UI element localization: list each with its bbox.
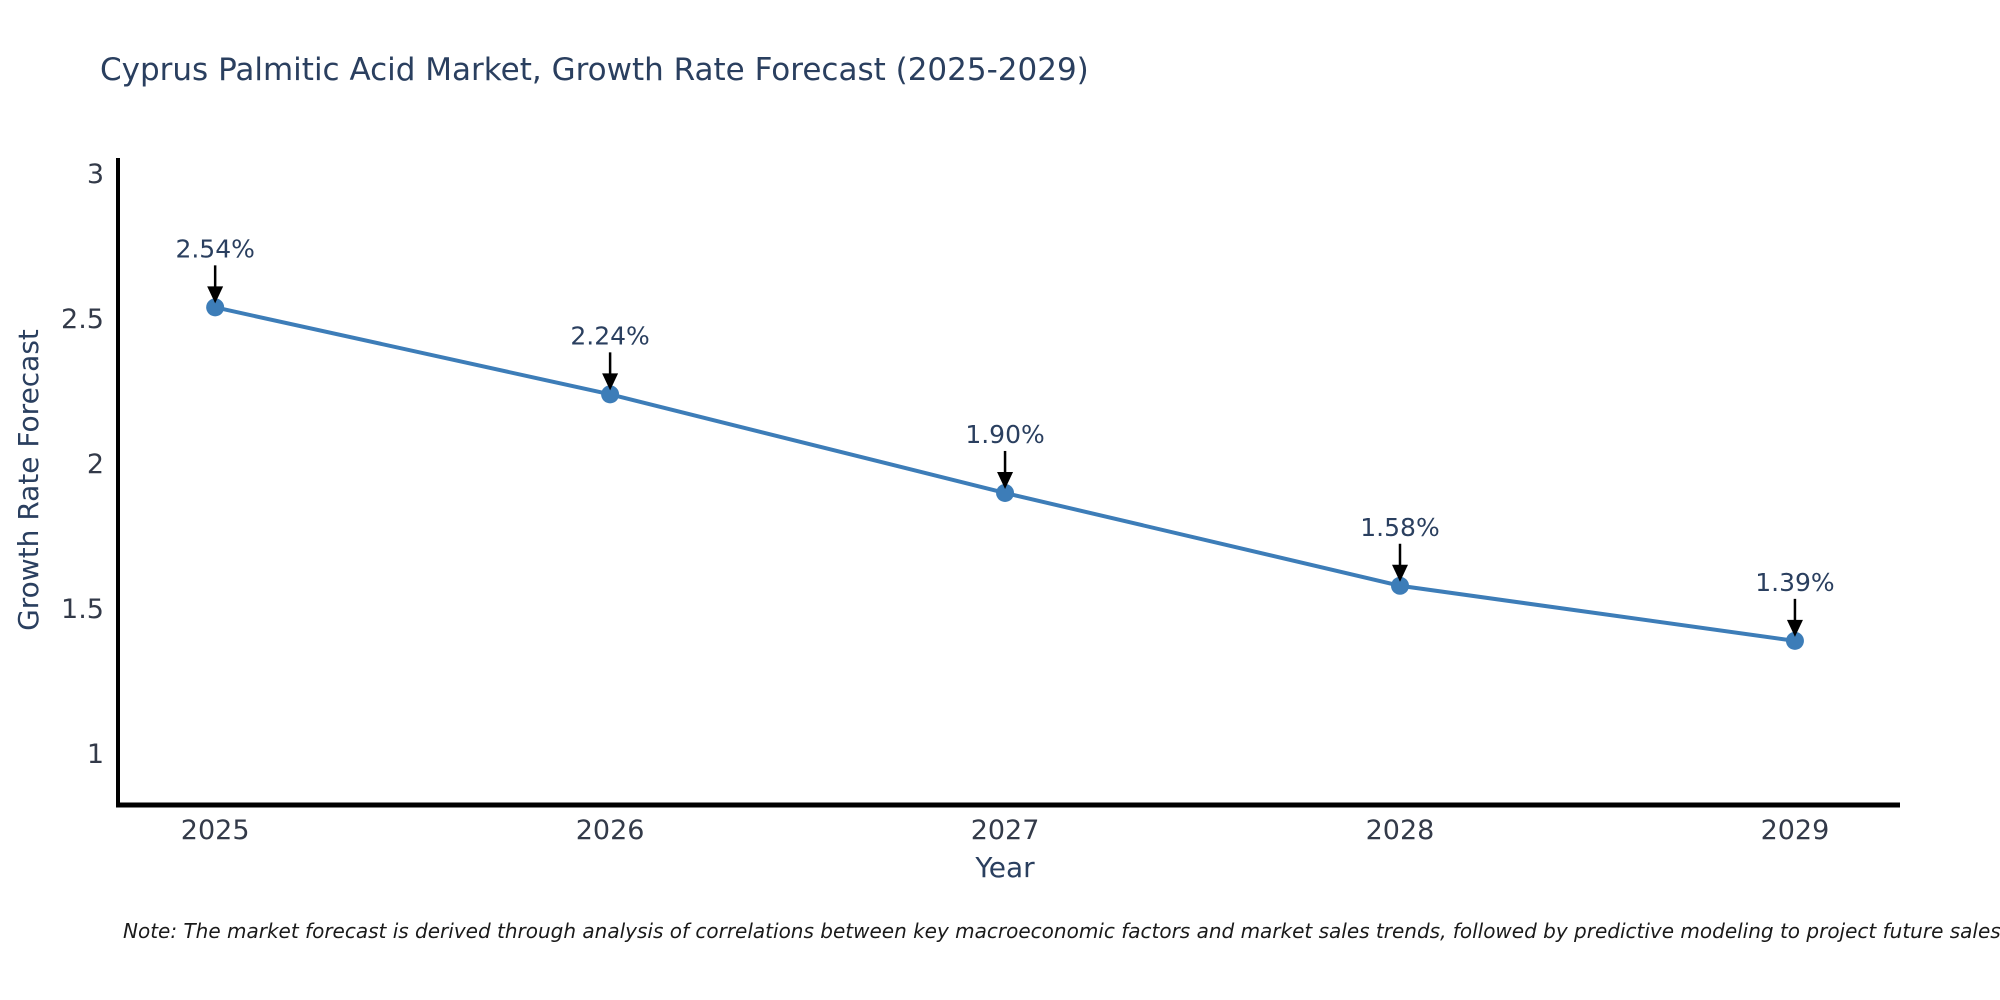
data-point xyxy=(601,385,620,404)
y-tick-label: 1.5 xyxy=(61,594,104,625)
annotation-arrow-head xyxy=(1786,619,1803,637)
y-tick-label: 3 xyxy=(87,159,104,190)
point-value-label: 1.39% xyxy=(1755,568,1834,597)
data-point xyxy=(1785,631,1804,650)
axes-layer: 3 2.5 2 1.5 1 2025 2026 2027 2028 2029 xyxy=(61,158,1900,846)
chart-title: Cyprus Palmitic Acid Market, Growth Rate… xyxy=(100,52,1089,88)
point-value-label: 2.24% xyxy=(570,321,649,350)
x-tick-label: 2027 xyxy=(971,815,1040,846)
x-tick-label: 2025 xyxy=(181,815,250,846)
point-value-label: 2.54% xyxy=(175,234,254,263)
line-series-layer xyxy=(206,298,1804,650)
x-axis-title: Year xyxy=(974,851,1035,884)
annotation-arrow-head xyxy=(997,471,1014,489)
y-tick-label: 1 xyxy=(87,739,104,770)
annotations-layer: 2.54% 2.24% 1.90% 1.58% 1.39% xyxy=(175,234,1835,637)
x-tick-label: 2029 xyxy=(1761,815,1830,846)
y-tick-label: 2 xyxy=(87,449,104,480)
point-value-label: 1.58% xyxy=(1360,513,1439,542)
annotation-arrow-head xyxy=(207,286,224,304)
footnote: Note: The market forecast is derived thr… xyxy=(123,919,2000,943)
x-tick-label: 2026 xyxy=(576,815,645,846)
y-axis-title: Growth Rate Forecast xyxy=(12,329,45,631)
data-point xyxy=(206,298,225,317)
y-tick-label: 2.5 xyxy=(61,304,104,335)
annotation-arrow-head xyxy=(1391,564,1408,582)
x-tick-label: 2028 xyxy=(1366,815,1435,846)
data-point xyxy=(1390,576,1409,595)
data-point xyxy=(996,483,1015,502)
annotation-arrow-head xyxy=(602,373,619,391)
point-value-label: 1.90% xyxy=(965,420,1044,449)
